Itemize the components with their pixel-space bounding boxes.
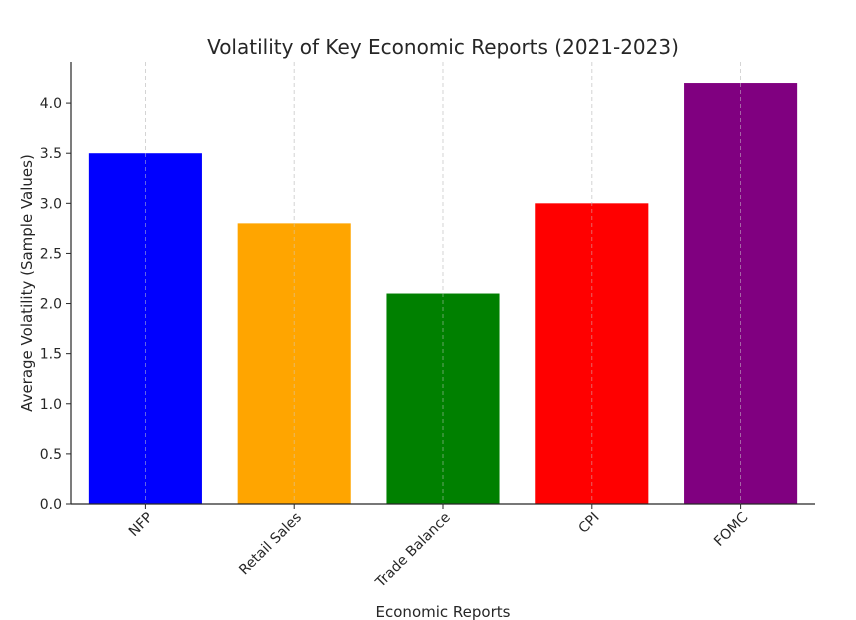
chart-title: Volatility of Key Economic Reports (2021… bbox=[207, 35, 679, 59]
x-tick-label: Trade Balance bbox=[372, 510, 454, 592]
bar-cpi bbox=[535, 203, 649, 504]
y-axis-ticks: 0.0 0.5 1.0 1.5 2.0 2.5 3.0 3.5 4.0 bbox=[40, 96, 71, 513]
y-tick-label: 1.0 bbox=[40, 397, 62, 413]
y-tick-label: 3.5 bbox=[40, 146, 62, 162]
y-tick-label: 1.5 bbox=[40, 347, 62, 363]
bars bbox=[88, 62, 798, 505]
y-tick-label: 2.5 bbox=[40, 246, 62, 262]
y-tick-label: 2.0 bbox=[40, 297, 62, 313]
x-tick-label: Retail Sales bbox=[236, 510, 305, 579]
y-axis-label: Average Volatility (Sample Values) bbox=[18, 154, 36, 412]
y-tick-label: 3.0 bbox=[40, 196, 62, 212]
x-tick-label: FOMC bbox=[711, 509, 751, 549]
x-tick-label: CPI bbox=[576, 510, 603, 537]
y-tick-label: 0.5 bbox=[40, 447, 62, 463]
x-axis-ticks: NFP Retail Sales Trade Balance CPI FOMC bbox=[126, 504, 752, 591]
x-tick-label: NFP bbox=[126, 510, 156, 540]
y-tick-label: 4.0 bbox=[40, 96, 62, 112]
x-axis-label: Economic Reports bbox=[376, 603, 511, 620]
y-tick-label: 0.0 bbox=[40, 497, 62, 513]
